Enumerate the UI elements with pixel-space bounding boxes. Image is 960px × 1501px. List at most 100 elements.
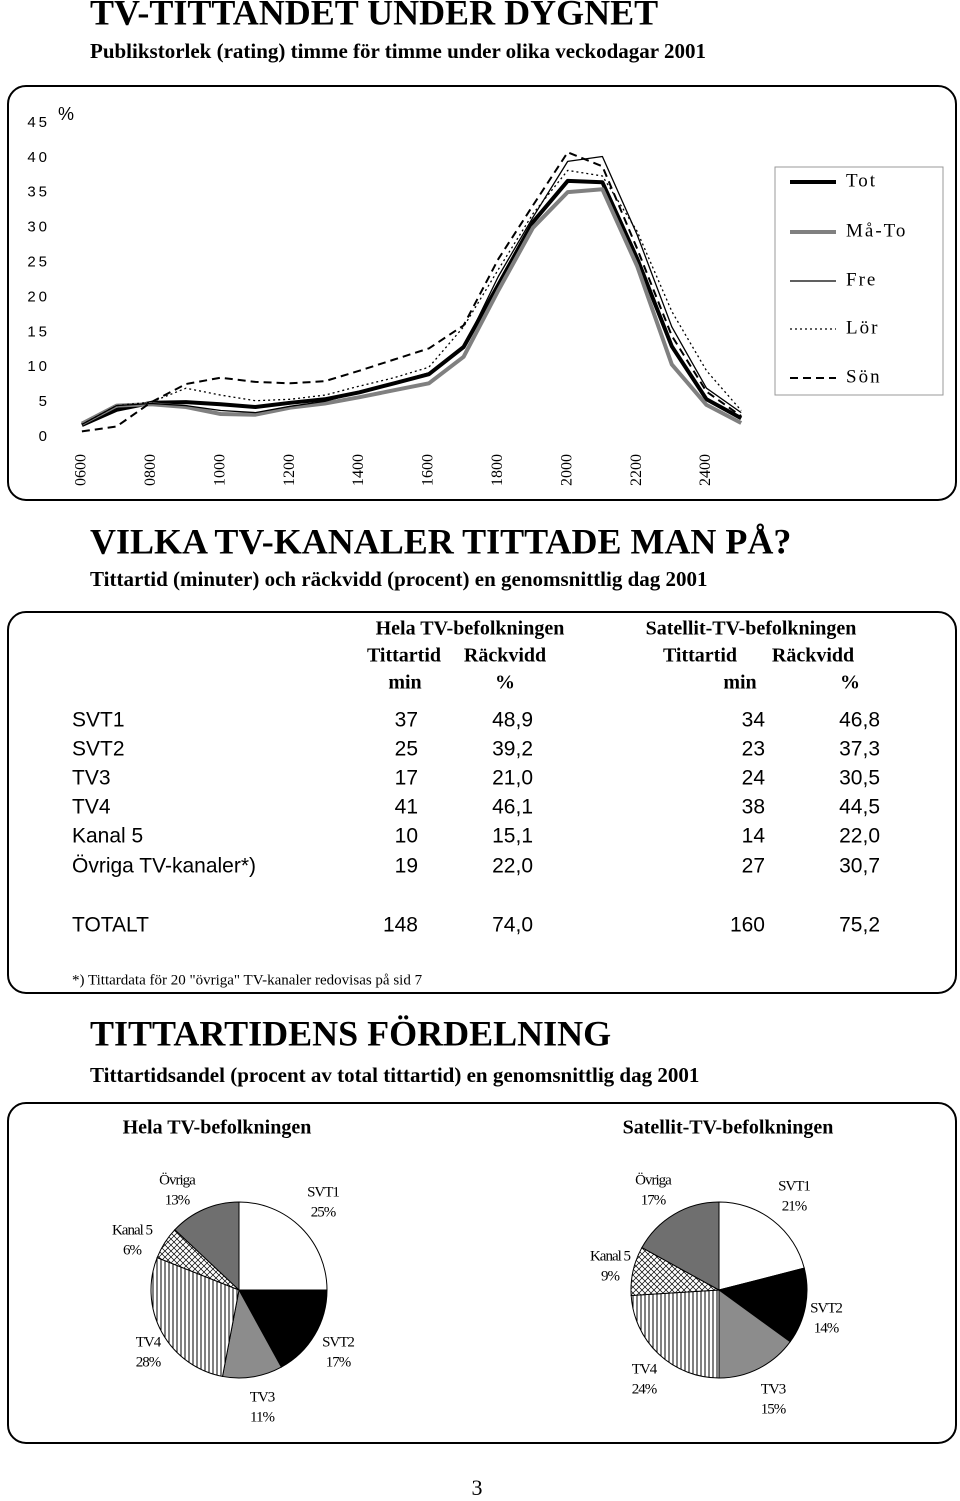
footnote: *) Tittardata för 20 "övriga" TV-kanaler… <box>72 972 423 988</box>
legend-label: Sön <box>846 366 882 387</box>
y-tick-label: 5 <box>39 393 50 410</box>
legend-box <box>774 166 944 396</box>
y-axis-label: % <box>58 104 74 124</box>
row-label: SVT2 <box>72 738 125 761</box>
pie-value-label: 11% <box>250 1409 274 1425</box>
section-title: TITTARTIDENS FÖRDELNING <box>90 1013 611 1053</box>
table-cell: 75,2 <box>839 914 880 937</box>
table-cell: 27 <box>742 855 765 878</box>
table-cell: 14 <box>742 825 766 848</box>
table-cell: 17 <box>395 767 418 790</box>
x-tick-label: 1400 <box>350 454 367 486</box>
table-cell: 46,1 <box>492 796 533 819</box>
x-tick-label: 1000 <box>211 454 228 486</box>
pie-value-label: 28% <box>136 1354 161 1370</box>
group-header: Satellit-TV-befolkningen <box>646 618 857 640</box>
pie-value-label: 17% <box>641 1192 666 1208</box>
pie-value-label: 6% <box>123 1242 142 1258</box>
pie-category-label: Övriga <box>635 1171 672 1188</box>
table-cell: 15,1 <box>492 825 533 848</box>
pie-slice <box>238 1289 328 1368</box>
y-tick-label: 35 <box>27 184 50 201</box>
pie-value-label: 21% <box>782 1198 807 1214</box>
pie-slice <box>150 1256 240 1378</box>
table-cell: 22,0 <box>839 825 880 848</box>
chart-box <box>7 85 957 501</box>
column-header: Tittartid <box>663 645 737 667</box>
section-title: TV-TITTANDET UNDER DYGNET <box>90 0 658 32</box>
pie-slice <box>174 1201 240 1292</box>
group-header: Hela TV-befolkningen <box>376 618 565 640</box>
row-label: SVT1 <box>72 709 125 732</box>
x-tick-label: 2400 <box>697 454 714 486</box>
page-number: 3 <box>472 1475 483 1500</box>
table-cell: 39,2 <box>492 738 533 761</box>
pie-category-label: Övriga <box>159 1171 196 1188</box>
table-cell: 38 <box>742 796 765 819</box>
y-tick-label: 15 <box>27 323 50 340</box>
unit-header: min <box>723 672 756 694</box>
pie-category-label: Kanal 5 <box>590 1248 631 1264</box>
pie-slice <box>641 1201 720 1291</box>
x-tick-label: 0600 <box>73 454 90 486</box>
y-tick-label: 45 <box>27 114 50 131</box>
y-tick-label: 0 <box>39 428 50 445</box>
legend-label: Må-To <box>846 220 907 241</box>
series-line <box>80 187 743 426</box>
pie-title: Hela TV-befolkningen <box>123 1117 312 1139</box>
x-tick-label: 1200 <box>281 454 298 486</box>
pie-value-label: 14% <box>814 1320 839 1336</box>
table-cell: 74,0 <box>492 914 533 937</box>
legend-label: Fre <box>846 269 877 290</box>
table-cell: 44,5 <box>839 796 880 819</box>
pie-category-label: TV3 <box>250 1389 275 1405</box>
y-tick-label: 40 <box>27 149 50 166</box>
x-tick-label: 2000 <box>558 454 575 486</box>
table-cell: 19 <box>395 855 418 878</box>
unit-header: min <box>388 672 421 694</box>
column-header: Räckvidd <box>772 645 854 667</box>
table-cell: 148 <box>383 914 418 937</box>
table-cell: 37,3 <box>839 738 880 761</box>
table-cell: 22,0 <box>492 855 533 878</box>
table-cell: 25 <box>395 738 418 761</box>
y-tick-label: 20 <box>27 288 50 305</box>
legend-label: Tot <box>846 170 877 191</box>
y-tick-label: 30 <box>27 219 50 236</box>
pie-slice <box>238 1201 328 1291</box>
column-header: Räckvidd <box>464 645 546 667</box>
row-label: TOTALT <box>72 914 149 937</box>
pie-value-label: 9% <box>601 1268 620 1284</box>
pie-slice <box>718 1201 805 1291</box>
table-cell: 24 <box>742 767 766 790</box>
section-subtitle: Tittartidsandel (procent av total tittar… <box>90 1063 699 1087</box>
table-cell: 23 <box>742 738 765 761</box>
table-cell: 37 <box>395 709 418 732</box>
row-label: Övriga TV-kanaler*) <box>72 855 256 878</box>
pie-category-label: TV4 <box>632 1361 658 1377</box>
pie-value-label: 15% <box>761 1401 786 1417</box>
table-cell: 41 <box>395 796 418 819</box>
table-cell: 10 <box>395 825 418 848</box>
series-line <box>81 178 743 427</box>
x-tick-label: 0800 <box>142 454 159 486</box>
y-tick-label: 25 <box>27 254 50 271</box>
pie-category-label: SVT2 <box>322 1334 354 1350</box>
table-cell: 30,5 <box>839 767 880 790</box>
pie-value-label: 24% <box>632 1381 657 1397</box>
table-box <box>7 611 957 994</box>
table-cell: 46,8 <box>839 709 880 732</box>
pie-value-label: 17% <box>326 1354 351 1370</box>
table-cell: 21,0 <box>492 767 533 790</box>
section-subtitle: Publikstorlek (rating) timme för timme u… <box>90 39 706 63</box>
section-subtitle: Tittartid (minuter) och räckvidd (procen… <box>90 567 708 591</box>
table-cell: 34 <box>742 709 766 732</box>
table-cell: 160 <box>730 914 765 937</box>
x-tick-label: 1600 <box>420 454 437 486</box>
column-header: Tittartid <box>367 645 441 667</box>
series-line <box>81 169 742 425</box>
section-title: VILKA TV-KANALER TITTADE MAN PÅ? <box>90 521 791 561</box>
pie-box <box>7 1102 957 1444</box>
